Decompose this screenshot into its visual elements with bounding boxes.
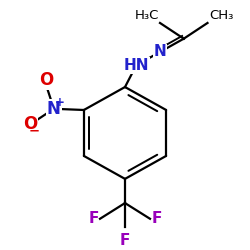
Text: +: + [55, 96, 65, 108]
Text: N: N [47, 100, 61, 118]
Text: O: O [39, 71, 54, 89]
Text: CH₃: CH₃ [209, 9, 233, 22]
Text: HN: HN [124, 58, 149, 73]
Text: H₃C: H₃C [134, 9, 159, 22]
Text: −: − [29, 125, 40, 138]
Text: F: F [88, 211, 99, 226]
Text: N: N [154, 44, 166, 60]
Text: F: F [151, 211, 162, 226]
Text: F: F [120, 233, 130, 248]
Text: O: O [23, 116, 37, 134]
